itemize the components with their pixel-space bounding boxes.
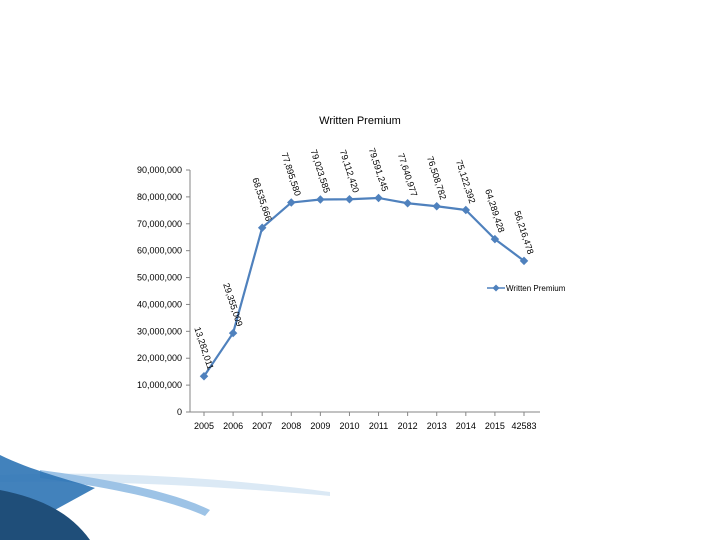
- data-point: [228, 328, 238, 338]
- y-tick-label: 20,000,000: [137, 353, 182, 363]
- y-tick-label: 60,000,000: [137, 246, 182, 256]
- y-axis: 0 10,000,000 20,000,000 30,000,000 40,000,00…: [137, 165, 191, 417]
- data-point: [257, 223, 267, 232]
- swoosh-mid: [40, 470, 210, 516]
- data-label: 77,640,977: [396, 152, 419, 198]
- x-tick-label: 2015: [485, 421, 505, 431]
- x-tick-label: 42583: [511, 421, 536, 431]
- series-line-written-premium: [203, 196, 525, 377]
- decorative-swoosh: [0, 455, 330, 540]
- y-tick-label: 80,000,000: [137, 192, 182, 202]
- swoosh-dark-2: [0, 490, 90, 540]
- legend-label: Written Premium: [506, 284, 566, 293]
- y-tick-label: 40,000,000: [137, 299, 182, 309]
- data-label: 13,282,011: [192, 326, 215, 371]
- x-tick-label: 2011: [369, 421, 388, 431]
- data-label: 75,122,392: [454, 159, 477, 205]
- data-point: [461, 205, 471, 215]
- data-label: 79,023,585: [309, 148, 332, 194]
- data-point: [199, 372, 209, 381]
- data-label: 79,112,420: [338, 149, 361, 194]
- legend: Written Premium: [487, 284, 566, 293]
- series-layer: [199, 193, 529, 381]
- data-label: 56,216,478: [512, 210, 535, 256]
- chart-title: Written Premium: [319, 115, 401, 127]
- x-tick-label: 2012: [398, 421, 418, 431]
- data-label: 76,508,782: [425, 155, 448, 201]
- x-tick-label: 2005: [194, 421, 214, 431]
- data-point: [403, 198, 412, 208]
- y-tick-label: 0: [177, 407, 182, 417]
- data-point: [345, 195, 354, 204]
- data-point: [432, 202, 441, 211]
- y-tick-label: 10,000,000: [137, 380, 182, 390]
- x-tick-label: 2007: [252, 421, 272, 431]
- y-tick-label: 50,000,000: [137, 273, 182, 283]
- data-point: [374, 193, 383, 203]
- x-tick-label: 2013: [427, 421, 447, 431]
- y-tick-label: 70,000,000: [137, 219, 182, 229]
- x-tick-label: 2014: [456, 421, 476, 431]
- y-tick-label: 90,000,000: [137, 165, 182, 175]
- data-labels: 13,282,01129,355,00968,535,66677,895,580…: [192, 147, 535, 371]
- data-label: 77,895,580: [279, 151, 302, 197]
- x-tick-label: 2009: [310, 421, 330, 431]
- data-point: [287, 198, 296, 207]
- data-label: 68,535,666: [250, 176, 273, 222]
- x-axis: 2005 2006 2007 2008 2009 2010 2011 2012 2013 2014…: [190, 411, 540, 431]
- x-tick-label: 2010: [339, 421, 359, 431]
- legend-marker: [492, 284, 500, 292]
- y-tick-label: 30,000,000: [137, 326, 182, 336]
- data-point: [316, 195, 325, 204]
- data-label: 79,591,245: [367, 147, 390, 193]
- x-tick-label: 2006: [223, 421, 243, 431]
- x-tick-label: 2008: [281, 421, 301, 431]
- data-point: [490, 234, 500, 244]
- data-point: [519, 256, 529, 266]
- data-label: 64,289,428: [483, 188, 506, 234]
